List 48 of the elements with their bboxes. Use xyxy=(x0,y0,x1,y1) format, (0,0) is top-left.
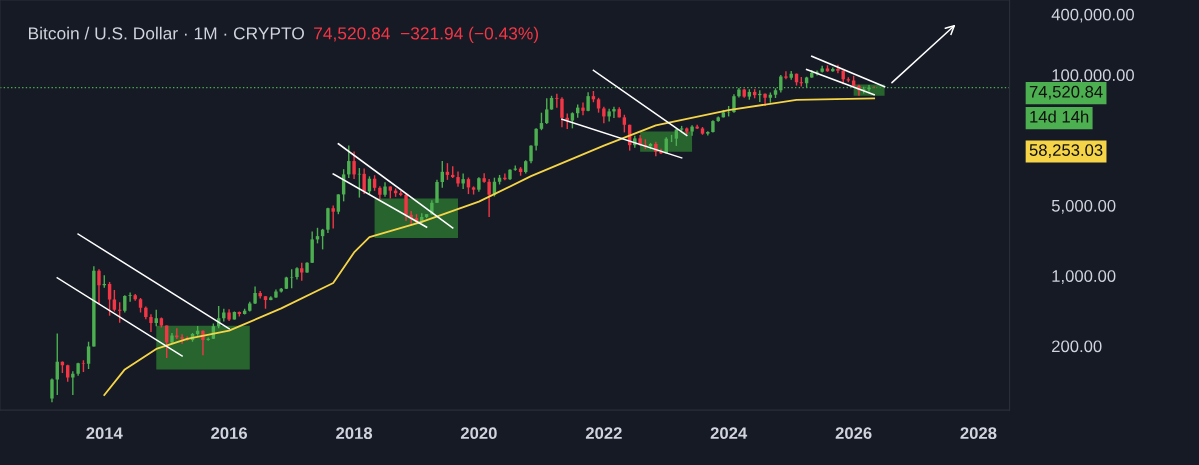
text: 58,253.03 xyxy=(1029,144,1103,158)
candlestick xyxy=(50,377,54,404)
text: Bitcoin / U.S. Dollar · 1M · CRYPTO xyxy=(29,26,304,40)
candlestick xyxy=(612,105,616,119)
candlestick xyxy=(352,150,356,180)
candlestick xyxy=(482,172,486,184)
x-tick-label: 2022 xyxy=(585,427,622,440)
candlestick xyxy=(545,97,549,125)
candlestick xyxy=(435,179,439,204)
candlestick xyxy=(336,193,341,215)
candlestick xyxy=(404,192,408,222)
y-tick-label: 200.00 xyxy=(1052,340,1102,353)
candlestick xyxy=(867,84,871,93)
candlestick xyxy=(581,101,585,116)
ref-line-label: 74,520.84 xyxy=(1029,85,1103,100)
text: 14d 14h xyxy=(1030,110,1089,123)
y-tick-label: 5,000.00 xyxy=(1051,199,1116,214)
candlestick xyxy=(534,127,538,152)
candlestick xyxy=(461,172,465,190)
candlestick xyxy=(86,341,91,370)
candlestick xyxy=(732,93,736,114)
y-tick-label: 1,000.00 xyxy=(1052,270,1116,284)
candlestick xyxy=(71,370,75,396)
text: 74,520.84 −321.94 (−0.43%) xyxy=(314,26,538,43)
candlestick xyxy=(331,204,335,230)
candlestick xyxy=(128,291,132,303)
line-series xyxy=(103,97,876,396)
x-tick-label: 2026 xyxy=(835,427,872,440)
candlestick xyxy=(326,206,330,234)
candlestick xyxy=(180,333,184,345)
y-tick-label: 400,000.00 xyxy=(1051,8,1134,23)
candlestick xyxy=(555,92,559,109)
x-tick-label: 2018 xyxy=(336,427,373,440)
x-tick-label: 2014 xyxy=(86,427,123,440)
x-tick-label: 2028 xyxy=(960,427,997,440)
candlestick xyxy=(362,167,366,195)
candlestick xyxy=(873,85,875,89)
candlestick xyxy=(487,178,491,218)
candlestick xyxy=(784,70,788,80)
x-tick-label: 2024 xyxy=(710,427,748,440)
y-tick-label: 100,000.00 xyxy=(1052,69,1134,83)
x-tick-label: 2016 xyxy=(211,427,248,440)
candlestick xyxy=(97,268,101,305)
candlestick xyxy=(107,281,112,317)
candlestick xyxy=(310,230,314,264)
candlestick xyxy=(149,313,153,333)
candlestick xyxy=(560,96,564,129)
x-tick-label: 2020 xyxy=(460,427,497,440)
